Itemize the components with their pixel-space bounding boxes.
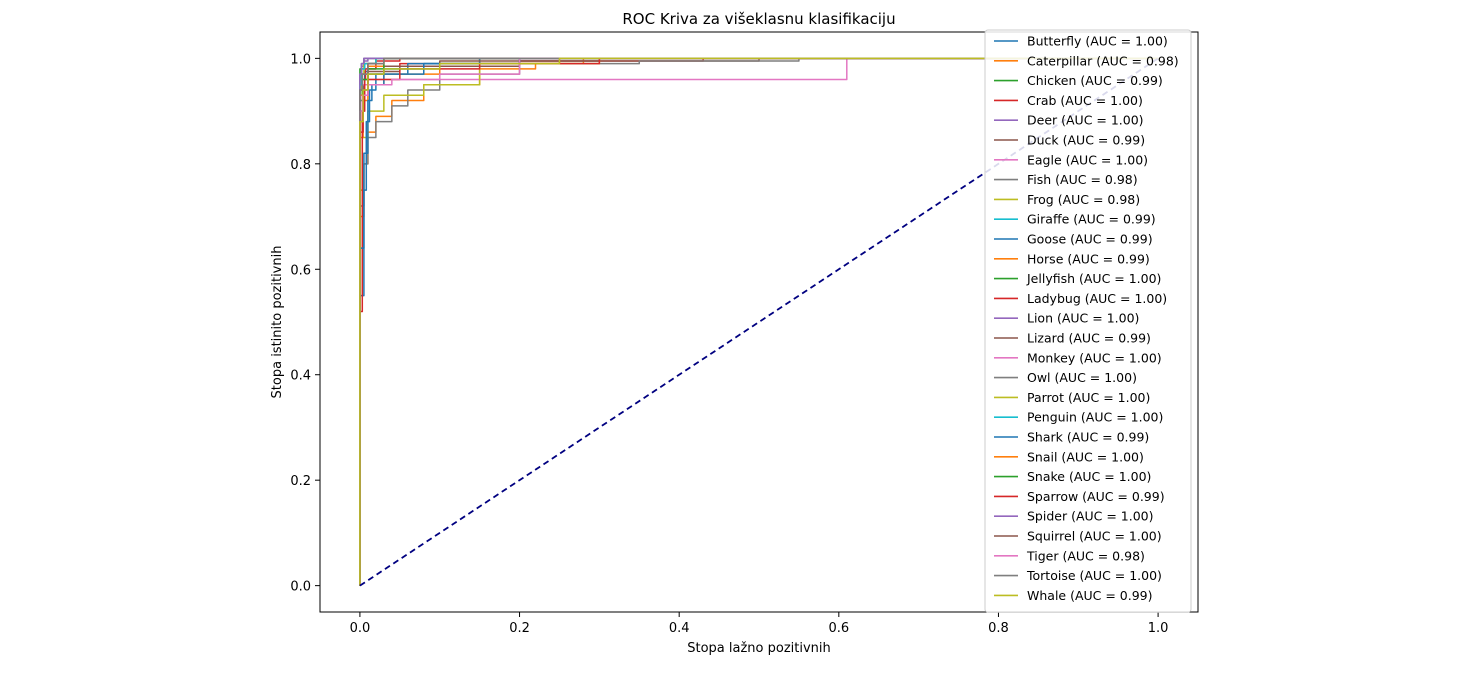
legend-entry: Ladybug (AUC = 1.00) [1027,291,1167,306]
roc-line-tiger [359,57,1159,586]
legend-entry: Whale (AUC = 0.99) [1027,588,1153,603]
x-tick-label: 0.8 [988,621,1009,636]
legend-entry: Monkey (AUC = 1.00) [1027,350,1162,365]
x-tick-label: 1.0 [1148,621,1169,636]
legend-entry: Crab (AUC = 1.00) [1027,93,1143,108]
legend: Butterfly (AUC = 1.00) Caterpillar (AUC =… [984,29,1192,613]
legend-entry: Tiger (AUC = 0.98) [1026,548,1145,563]
legend-entry: Duck (AUC = 0.99) [1027,133,1145,148]
legend-entry: Deer (AUC = 1.00) [1027,113,1144,128]
legend-entry: Goose (AUC = 0.99) [1027,232,1153,247]
roc-line-spider [359,57,1159,586]
x-tick-label: 0.6 [828,621,849,636]
plot-area [359,57,1159,587]
legend-entry: Giraffe (AUC = 0.99) [1027,212,1156,227]
legend-entry: Lion (AUC = 1.00) [1027,311,1139,326]
roc-line-fish [359,57,1159,586]
legend-entry: Snake (AUC = 1.00) [1027,469,1151,484]
legend-entry: Snail (AUC = 1.00) [1027,449,1144,464]
legend-entry: Butterfly (AUC = 1.00) [1027,34,1168,49]
legend-entry: Sparrow (AUC = 0.99) [1027,489,1165,504]
legend-entry: Caterpillar (AUC = 0.98) [1027,53,1179,68]
legend-entry: Parrot (AUC = 1.00) [1027,390,1150,405]
y-tick-label: 0.6 [290,263,311,278]
roc-line-tortoise [359,57,1159,586]
y-tick-label: 0.2 [290,474,311,489]
y-tick-label: 0.0 [290,580,311,595]
y-tick-label: 0.8 [290,158,311,173]
y-tick-label: 1.0 [290,52,311,67]
y-tick-label: 0.4 [290,369,311,384]
legend-box [984,29,1192,613]
x-tick-label: 0.0 [350,621,371,636]
x-axis-label: Stopa lažno pozitivnih [687,641,831,656]
legend-entry: Spider (AUC = 1.00) [1027,509,1154,524]
legend-entry: Squirrel (AUC = 1.00) [1027,529,1162,544]
legend-entry: Lizard (AUC = 0.99) [1027,331,1151,346]
x-axis: 0.0 0.2 0.4 0.6 0.8 1.0 [350,612,1169,636]
x-tick-label: 0.4 [669,621,690,636]
legend-entry: Jellyfish (AUC = 1.00) [1026,271,1161,286]
roc-line-whale [359,57,1159,586]
legend-entry: Penguin (AUC = 1.00) [1027,410,1163,425]
y-axis: 0.0 0.2 0.4 0.6 0.8 1.0 [290,52,320,595]
legend-entry: Frog (AUC = 0.98) [1027,192,1140,207]
legend-entry: Horse (AUC = 0.99) [1027,251,1150,266]
legend-entry: Eagle (AUC = 1.00) [1027,152,1148,167]
x-tick-label: 0.2 [509,621,530,636]
legend-entry: Chicken (AUC = 0.99) [1027,73,1163,88]
plot-frame [319,31,1199,613]
y-axis-label: Stopa istinito pozitivnih [270,246,285,399]
legend-entry: Owl (AUC = 1.00) [1027,370,1137,385]
legend-entry: Shark (AUC = 0.99) [1027,430,1149,445]
legend-entry: Tortoise (AUC = 1.00) [1026,568,1162,583]
chart-title: ROC Kriva za višeklasnu klasifikaciju [622,10,895,28]
legend-entry: Fish (AUC = 0.98) [1027,172,1138,187]
